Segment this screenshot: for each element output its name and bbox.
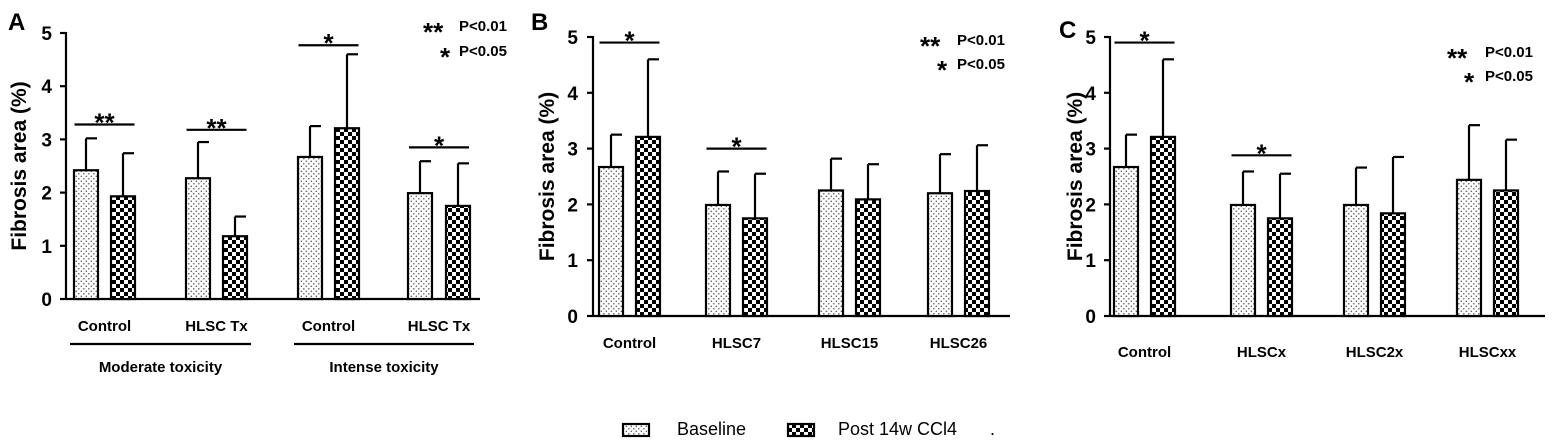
p-legend-star: ** [920,31,941,61]
panel-c: C Fibrosis area (%) 0 1 2 3 4 5 Control HLSCx HLSC… [1059,17,1545,361]
x-category-label: HLSC7 [712,335,761,352]
x-category-label: HLSC2x [1346,344,1404,361]
bar-baseline-3 [296,155,324,301]
bar-post-1 [109,195,137,301]
y-tick-label: 4 [1085,84,1096,105]
y-axis-label: Fibrosis area (%) [8,81,31,250]
p-legend-text: P<0.05 [957,56,1005,73]
significance-star: ** [206,113,227,143]
y-tick-label: 1 [1085,251,1096,272]
bar-post-3 [854,198,882,318]
y-tick-label: 0 [41,290,52,311]
y-tick-label: 1 [567,251,578,272]
y-tick-label: 2 [1085,195,1096,216]
y-tick-label: 3 [1085,140,1096,161]
p-legend-text: P<0.01 [1485,44,1533,61]
y-tick-label: 3 [41,130,52,151]
p-legend-star: * [937,55,948,85]
panel-b: B Fibrosis area (%) 0 1 2 3 4 5 Control HLSC7 HLSC… [531,9,1010,352]
bar-baseline-4 [926,192,954,318]
x-category-label: HLSC Tx [408,318,471,335]
y-axis-label: Fibrosis area (%) [1064,92,1087,261]
bar-baseline-3 [1342,203,1370,318]
group-label: Intense toxicity [329,359,439,376]
y-axis-label: Fibrosis area (%) [536,92,559,261]
legend: Baseline Post 14w CCl4 . [621,419,995,439]
significance-star: * [1139,26,1150,56]
significance-star: * [434,130,445,160]
panel-a: A Fibrosis area (%) 0 1 2 3 4 5 Control HLSC Tx Co… [8,9,507,376]
y-tick-label: 0 [567,307,578,328]
x-category-label: HLSC15 [821,335,879,352]
significance-star: ** [94,108,115,138]
y-tick-label: 4 [567,84,578,105]
y-tick-label: 3 [567,140,578,161]
x-category-label: HLSCx [1237,344,1287,361]
panel-letter: C [1059,17,1076,44]
legend-swatch-baseline [621,422,651,438]
bar-baseline-4 [406,192,434,301]
p-legend-text: P<0.01 [459,18,507,35]
bar-post-3 [1379,212,1407,318]
panel-letter: B [531,9,548,36]
bar-post-2 [741,217,769,318]
p-legend-text: P<0.05 [1485,68,1533,85]
bar-baseline-2 [184,177,212,301]
bar-post-3 [333,127,361,301]
legend-trailing-mark: . [990,419,995,439]
bar-post-4 [963,189,991,318]
bar-post-4 [1492,189,1520,318]
legend-label-baseline: Baseline [677,419,746,439]
p-legend-star: ** [423,17,444,47]
bar-baseline-4 [1455,178,1483,318]
y-tick-label: 2 [567,195,578,216]
y-tick-label: 2 [41,184,52,205]
bar-baseline-2 [704,203,732,318]
p-legend-star: ** [1447,43,1468,73]
bar-post-2 [221,235,249,301]
bar-baseline-3 [817,189,845,318]
bar-post-1 [634,135,662,318]
p-legend-star: * [1464,67,1475,97]
x-category-label: HLSCxx [1459,344,1517,361]
significance-star: * [323,28,334,58]
significance-star: * [1256,138,1267,168]
y-tick-label: 0 [1085,307,1096,328]
x-category-label: HLSC26 [930,335,988,352]
bar-post-1 [1149,135,1177,318]
bar-baseline-2 [1229,203,1257,318]
legend-label-post: Post 14w CCl4 [838,419,957,439]
bar-baseline-1 [597,165,625,318]
y-tick-label: 5 [41,24,52,45]
x-category-label: HLSC Tx [185,318,248,335]
significance-star: * [731,132,742,162]
chart-panels: A Fibrosis area (%) 0 1 2 3 4 5 Control HLSC Tx Co… [8,9,1545,376]
legend-swatch-post [786,422,816,438]
y-tick-label: 1 [41,237,52,258]
p-legend-star: * [440,42,451,72]
bar-post-4 [444,204,472,301]
significance-star: * [624,26,635,56]
p-legend-text: P<0.01 [957,32,1005,49]
group-label: Moderate toxicity [99,359,223,376]
bar-baseline-1 [1112,165,1140,318]
x-category-label: Control [302,318,355,335]
bar-post-2 [1266,217,1294,318]
y-tick-label: 5 [567,28,578,49]
p-legend-text: P<0.05 [459,43,507,60]
panel-letter: A [8,9,25,36]
y-tick-label: 4 [41,77,52,98]
x-category-label: Control [1118,344,1171,361]
x-category-label: Control [78,318,131,335]
x-category-label: Control [603,335,656,352]
y-tick-label: 5 [1085,28,1096,49]
bar-baseline-1 [72,169,100,301]
